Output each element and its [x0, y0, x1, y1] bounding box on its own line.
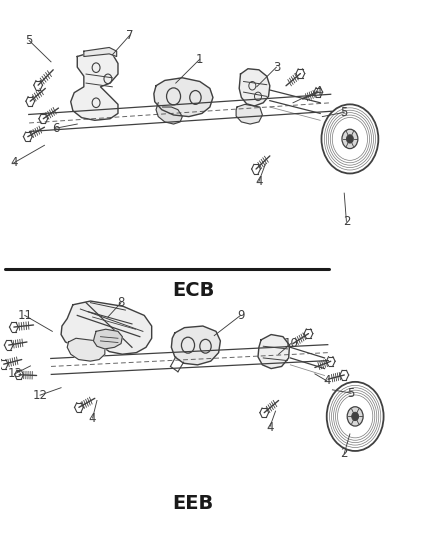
Text: 5: 5	[346, 386, 353, 400]
Polygon shape	[93, 329, 122, 349]
Text: 5: 5	[340, 106, 347, 119]
Polygon shape	[71, 51, 118, 120]
Text: 3: 3	[272, 61, 279, 74]
Text: 8: 8	[117, 296, 124, 309]
Circle shape	[346, 135, 353, 143]
Text: 11: 11	[17, 309, 32, 322]
Text: 4: 4	[10, 156, 18, 169]
Text: 13: 13	[7, 367, 22, 381]
Polygon shape	[236, 104, 262, 124]
Polygon shape	[171, 326, 220, 365]
Text: 12: 12	[32, 389, 47, 402]
Text: 2: 2	[342, 215, 350, 228]
Circle shape	[351, 412, 358, 421]
Text: ECB: ECB	[172, 281, 214, 300]
Text: 4: 4	[314, 85, 321, 98]
Text: 1: 1	[196, 53, 203, 66]
Text: 4: 4	[88, 411, 96, 424]
Text: 2: 2	[340, 447, 347, 460]
Polygon shape	[155, 103, 182, 124]
Text: 4: 4	[254, 175, 262, 188]
Text: 6: 6	[52, 122, 59, 135]
Text: 10: 10	[283, 337, 297, 350]
Text: EEB: EEB	[172, 494, 213, 513]
Text: 4: 4	[265, 421, 273, 433]
Text: 9: 9	[236, 309, 244, 322]
Text: 4: 4	[322, 374, 330, 387]
Polygon shape	[153, 78, 212, 117]
Polygon shape	[61, 301, 151, 354]
Text: 7: 7	[126, 29, 133, 42]
Circle shape	[341, 129, 357, 149]
Polygon shape	[67, 338, 105, 361]
Polygon shape	[239, 69, 269, 106]
Polygon shape	[84, 47, 117, 56]
Circle shape	[346, 407, 362, 426]
Text: 5: 5	[25, 34, 33, 47]
Polygon shape	[258, 335, 289, 368]
